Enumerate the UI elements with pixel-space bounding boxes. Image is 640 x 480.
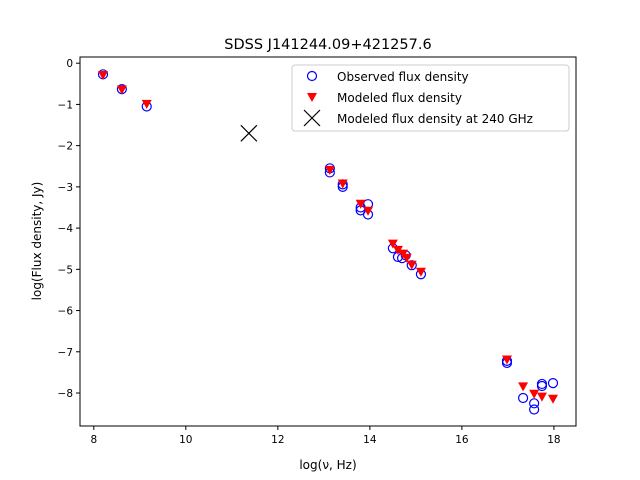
- modeled-point: [415, 267, 426, 277]
- x-tick-label: 18: [547, 434, 560, 446]
- y-tick-label: −1: [58, 99, 73, 111]
- modeled-point: [387, 239, 398, 249]
- modeled-point: [401, 253, 412, 263]
- y-tick-label: 0: [66, 58, 73, 70]
- modeled-point: [392, 245, 403, 255]
- y-tick-label: −7: [58, 347, 73, 359]
- modeled-point: [98, 71, 109, 81]
- x-tick-label: 14: [363, 434, 377, 446]
- modeled-point: [529, 389, 540, 399]
- modeled-point: [141, 99, 152, 109]
- y-axis-label: log(Flux density, Jy): [30, 182, 44, 301]
- modeled-point: [355, 199, 366, 209]
- x-tick-label: 16: [455, 434, 469, 446]
- legend-observed-marker: [306, 70, 318, 82]
- y-tick-label: −5: [58, 264, 73, 276]
- modeled-point: [501, 355, 512, 365]
- legend-240ghz-marker: [303, 109, 321, 127]
- y-tick-label: −8: [58, 388, 73, 400]
- observed-point: [547, 378, 559, 389]
- x-tick-label: 12: [271, 434, 284, 446]
- y-tick-label: −6: [58, 306, 74, 318]
- chart-title: SDSS J141244.09+421257.6: [224, 37, 431, 53]
- legend-modeled-label: Modeled flux density: [337, 91, 462, 105]
- x-tick-label: 10: [179, 434, 192, 446]
- x-axis-label: log(ν, Hz): [299, 458, 356, 472]
- observed-point: [536, 380, 548, 392]
- legend-240ghz-label: Modeled flux density at 240 GHz: [337, 112, 533, 126]
- legend: Observed flux density Modeled flux densi…: [291, 64, 570, 132]
- y-tick-label: −2: [58, 141, 73, 153]
- modeled-point: [324, 165, 335, 175]
- y-tick-label: −4: [58, 223, 74, 235]
- modeled-point: [116, 85, 127, 95]
- observed-point: [536, 378, 548, 390]
- observed-point: [529, 404, 540, 415]
- modeled-point: [536, 392, 547, 402]
- modeled-240ghz-point: [240, 124, 258, 142]
- x-tick-label: 8: [90, 434, 97, 446]
- plot-area: [79, 56, 577, 427]
- observed-point: [529, 398, 540, 409]
- legend-modeled-marker: [307, 93, 317, 102]
- modeled-point: [406, 260, 417, 270]
- modeled-point: [518, 382, 529, 392]
- legend-observed-label: Observed flux density: [337, 70, 469, 84]
- modeled-point: [547, 394, 558, 404]
- modeled-point: [363, 206, 374, 216]
- observed-point: [517, 392, 529, 404]
- y-tick-label: −3: [58, 182, 73, 194]
- modeled-point: [337, 179, 348, 189]
